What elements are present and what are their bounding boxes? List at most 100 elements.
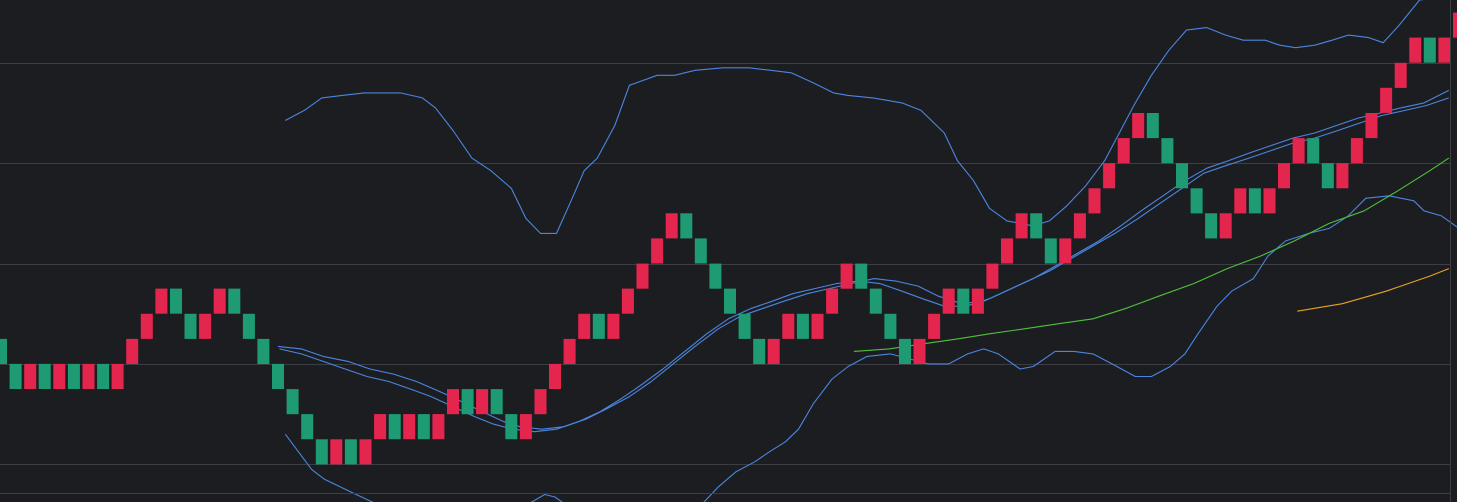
renko-brick xyxy=(301,414,313,439)
renko-brick xyxy=(1191,188,1203,213)
renko-brick xyxy=(1205,213,1217,238)
renko-brick xyxy=(476,389,488,414)
renko-brick xyxy=(272,364,284,389)
renko-brick xyxy=(549,364,561,389)
renko-brick xyxy=(884,314,896,339)
renko-brick xyxy=(826,289,838,314)
renko-brick xyxy=(666,213,678,238)
renko-brick xyxy=(374,414,386,439)
renko-brick xyxy=(855,264,867,289)
renko-brick xyxy=(637,264,649,289)
renko-brick xyxy=(1234,188,1246,213)
indicator-line xyxy=(854,158,1449,351)
renko-brick xyxy=(1366,113,1378,138)
renko-brick xyxy=(607,314,619,339)
renko-brick xyxy=(1176,163,1188,188)
renko-brick xyxy=(287,389,299,414)
renko-brick xyxy=(1074,213,1086,238)
indicator-line xyxy=(1297,269,1449,312)
renko-brick xyxy=(535,389,547,414)
renko-brick xyxy=(914,339,926,364)
indicator-line xyxy=(280,90,1449,431)
renko-brick xyxy=(345,439,357,464)
renko-brick xyxy=(651,238,663,263)
renko-brick xyxy=(141,314,153,339)
renko-brick xyxy=(170,289,182,314)
renko-brick xyxy=(1395,63,1407,88)
renko-brick xyxy=(812,314,824,339)
renko-brick xyxy=(1322,163,1334,188)
renko-brick xyxy=(753,339,765,364)
renko-brick xyxy=(1103,163,1115,188)
renko-brick xyxy=(1453,13,1457,38)
renko-brick xyxy=(432,414,444,439)
renko-brick xyxy=(214,289,226,314)
renko-brick xyxy=(1293,138,1305,163)
renko-brick xyxy=(10,364,22,389)
renko-brick xyxy=(622,289,634,314)
renko-brick xyxy=(841,264,853,289)
renko-brick xyxy=(593,314,605,339)
renko-brick xyxy=(520,414,532,439)
renko-brick xyxy=(185,314,197,339)
renko-brick xyxy=(1264,188,1276,213)
renko-brick xyxy=(24,364,36,389)
renko-brick xyxy=(228,289,240,314)
renko-brick xyxy=(724,289,736,314)
renko-brick xyxy=(1016,213,1028,238)
renko-brick xyxy=(68,364,80,389)
renko-brick xyxy=(1351,138,1363,163)
renko-brick xyxy=(462,389,474,414)
renko-brick xyxy=(797,314,809,339)
renko-brick xyxy=(39,364,51,389)
renko-brick xyxy=(199,314,211,339)
renko-brick xyxy=(1118,138,1130,163)
renko-bricks xyxy=(0,13,1457,465)
renko-brick xyxy=(112,364,124,389)
indicator-line xyxy=(278,98,1449,429)
renko-brick xyxy=(1424,38,1436,63)
renko-brick xyxy=(389,414,401,439)
renko-brick xyxy=(1220,213,1232,238)
renko-brick xyxy=(83,364,95,389)
renko-brick xyxy=(403,414,415,439)
renko-brick xyxy=(739,314,751,339)
renko-brick xyxy=(360,439,372,464)
renko-brick xyxy=(257,339,269,364)
renko-brick xyxy=(986,264,998,289)
renko-brick xyxy=(782,314,794,339)
renko-brick xyxy=(972,289,984,314)
renko-brick xyxy=(680,213,692,238)
renko-brick xyxy=(53,364,65,389)
renko-brick xyxy=(1089,188,1101,213)
renko-brick xyxy=(418,414,430,439)
renko-brick xyxy=(709,264,721,289)
indicator-line xyxy=(285,0,1454,233)
renko-brick xyxy=(1161,138,1173,163)
renko-brick xyxy=(126,339,138,364)
renko-brick xyxy=(870,289,882,314)
renko-brick xyxy=(1307,138,1319,163)
renko-brick xyxy=(1132,113,1144,138)
renko-brick xyxy=(1045,238,1057,263)
renko-brick xyxy=(578,314,590,339)
renko-brick xyxy=(564,339,576,364)
renko-brick xyxy=(1059,238,1071,263)
renko-brick xyxy=(899,339,911,364)
renko-brick xyxy=(491,389,503,414)
renko-brick xyxy=(447,389,459,414)
renko-brick xyxy=(695,238,707,263)
renko-brick xyxy=(155,289,167,314)
renko-brick xyxy=(1147,113,1159,138)
renko-brick xyxy=(1249,188,1261,213)
renko-brick xyxy=(957,289,969,314)
renko-brick xyxy=(1001,238,1013,263)
renko-brick xyxy=(768,339,780,364)
renko-brick xyxy=(505,414,517,439)
gridlines xyxy=(0,64,1450,465)
renko-brick xyxy=(943,289,955,314)
renko-brick xyxy=(316,439,328,464)
